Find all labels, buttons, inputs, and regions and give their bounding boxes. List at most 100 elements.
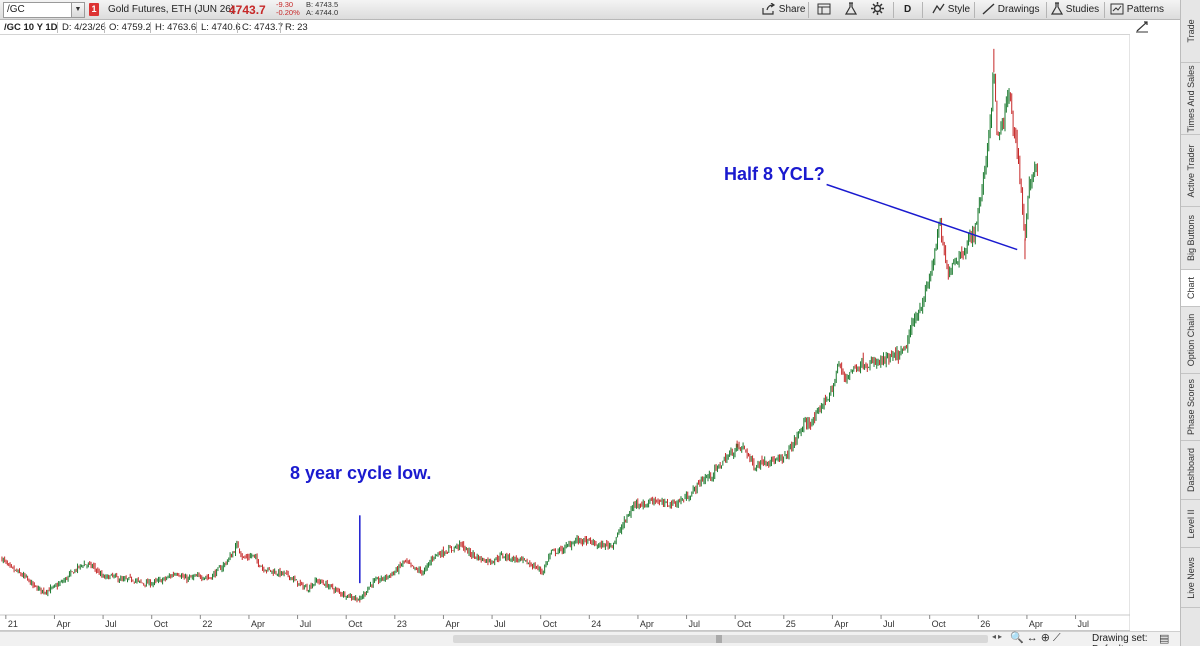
aggregation-button[interactable]: D (904, 4, 912, 15)
time-tick-label: 21 (8, 619, 18, 629)
zoom-icon[interactable]: 🔍 (1010, 632, 1027, 644)
toolbar-divider (922, 2, 923, 18)
toolbar-divider (808, 2, 809, 18)
ohlc-info-bar: /GC 10 Y 1D D: 4/23/26 O: 4759.2 H: 4763… (0, 20, 1130, 35)
net-change: -9.30 (276, 0, 294, 9)
info-divider (104, 22, 105, 33)
time-tick-label: Apr (1029, 619, 1043, 629)
time-tick-label: Apr (251, 619, 265, 629)
share-icon (762, 2, 776, 15)
tab-chart[interactable]: Chart (1181, 270, 1200, 307)
time-tick-label: 22 (202, 619, 212, 629)
symbol-value: /GC (7, 4, 25, 15)
tab-big-buttons[interactable]: Big Buttons (1181, 207, 1200, 270)
tab-trade[interactable]: Trade (1181, 0, 1200, 63)
bar-close: C: 4743.7 (242, 22, 284, 33)
bar-range: R: 23 (285, 22, 308, 33)
patterns-button[interactable]: Patterns (1110, 2, 1164, 18)
share-button[interactable]: Share (762, 2, 805, 18)
time-tick-label: Apr (640, 619, 654, 629)
bar-date: D: 4/23/26 (62, 22, 106, 33)
bid-ask: B: 4743.5 A: 4744.0 (306, 1, 338, 17)
toolbar-divider (974, 2, 975, 18)
scrollbar-thumb[interactable] (716, 635, 722, 643)
scroll-arrows-icon[interactable]: ◂▸ (992, 632, 1005, 641)
draw-line-icon[interactable]: ⟋ (1052, 632, 1064, 644)
style-button[interactable]: Style (932, 2, 970, 18)
tab-level-ii[interactable]: Level II (1181, 500, 1200, 548)
time-tick-label: 25 (786, 619, 796, 629)
bid-price: B: 4743.5 (306, 0, 339, 9)
studies-button[interactable]: Studies (1050, 2, 1100, 18)
studies-label: Studies (1065, 4, 1100, 15)
flask-icon (844, 2, 858, 15)
link-group-badge[interactable]: 1 (89, 3, 99, 16)
drawing-lines-group[interactable] (359, 183, 1018, 584)
last-price: 4743.7 (229, 3, 266, 17)
chart-settings-button[interactable] (817, 2, 831, 18)
tab-phase-scores[interactable]: Phase Scores (1181, 374, 1200, 441)
flask-icon (1050, 2, 1064, 15)
drawing-set-selector[interactable]: Drawing set: Default (1092, 633, 1148, 646)
time-tick-label: Jul (883, 619, 895, 629)
time-tick-label: Jul (300, 619, 312, 629)
chart-grid-icon (817, 3, 831, 15)
share-label: Share (778, 4, 806, 15)
chart-bottom-bar: ◂▸ 🔍↔⊕⟋ Drawing set: Default ▤ (0, 631, 1180, 646)
info-divider (196, 22, 197, 33)
candlestick-chart[interactable]: 1600180020002200240026002800300032003400… (0, 35, 1130, 631)
time-axis[interactable]: 21 Apr Jul Oct 22 Apr Jul Oct 23 Apr Jul Oct 24 Apr Ju… (5, 615, 1090, 629)
candles-group (1, 48, 1038, 603)
patterns-icon (1110, 3, 1124, 15)
crosshair-icon[interactable]: ⊕ (1040, 632, 1053, 644)
time-tick-label: Apr (445, 619, 459, 629)
tab-active-trader[interactable]: Active Trader (1181, 135, 1200, 207)
chart-symbol[interactable]: /GC 10 Y 1D (4, 22, 58, 33)
studies-lab-button[interactable] (844, 2, 858, 18)
ask-price: A: 4744.0 (306, 8, 339, 17)
time-tick-label: Jul (689, 619, 701, 629)
time-tick-label: 23 (397, 619, 407, 629)
tab-dashboard[interactable]: Dashboard (1181, 441, 1200, 500)
annotation-cycle-low[interactable]: 8 year cycle low. (290, 463, 432, 483)
bar-open: O: 4759.2 (109, 22, 151, 33)
style-label: Style (947, 4, 971, 15)
price-chart[interactable]: 1600180020002200240026002800300032003400… (0, 35, 1130, 631)
settings-button[interactable] (871, 2, 884, 18)
toolbar-divider (1046, 2, 1047, 18)
time-tick-label: Oct (932, 619, 947, 629)
tab-times-and-sales[interactable]: Times And Sales (1181, 63, 1200, 135)
time-tick-label: Oct (348, 619, 363, 629)
info-divider (237, 22, 238, 33)
annotation-half-ycl[interactable]: Half 8 YCL? (724, 164, 825, 184)
gear-icon (871, 2, 884, 15)
patterns-label: Patterns (1126, 4, 1165, 15)
time-tick-label: Jul (1078, 619, 1090, 629)
time-tick-label: Oct (543, 619, 558, 629)
price-change: -9.30 -0.20% (276, 1, 300, 17)
time-tick-label: 26 (980, 619, 990, 629)
drawing-set-menu-icon[interactable]: ▤ (1159, 633, 1170, 645)
symbol-dropdown-icon[interactable]: ▼ (71, 3, 84, 17)
time-tick-label: Jul (105, 619, 117, 629)
symbol-input[interactable]: /GC ▼ (3, 2, 85, 18)
trendline[interactable] (826, 183, 1018, 251)
pct-change: -0.20% (276, 8, 300, 17)
info-divider (280, 22, 281, 33)
tab-live-news[interactable]: Live News (1181, 548, 1200, 608)
toolbar-divider (1104, 2, 1105, 18)
drawings-label: Drawings (997, 4, 1040, 15)
drawings-button[interactable]: Drawings (982, 2, 1039, 18)
pan-horizontal-icon[interactable]: ↔ (1026, 632, 1041, 644)
zoom-tools[interactable]: 🔍↔⊕⟋ (1010, 631, 1064, 645)
instrument-name: Gold Futures, ETH (JUN 26) (108, 4, 235, 15)
time-tick-label: Oct (154, 619, 169, 629)
time-tick-label: Oct (737, 619, 752, 629)
tab-option-chain[interactable]: Option Chain (1181, 307, 1200, 374)
bar-high: H: 4763.6 (155, 22, 197, 33)
time-tick-label: 24 (591, 619, 601, 629)
info-divider (150, 22, 151, 33)
bar-low: L: 4740.6 (201, 22, 241, 33)
price-axis-scale-icon[interactable] (1135, 20, 1151, 35)
time-tick-label: Apr (56, 619, 70, 629)
